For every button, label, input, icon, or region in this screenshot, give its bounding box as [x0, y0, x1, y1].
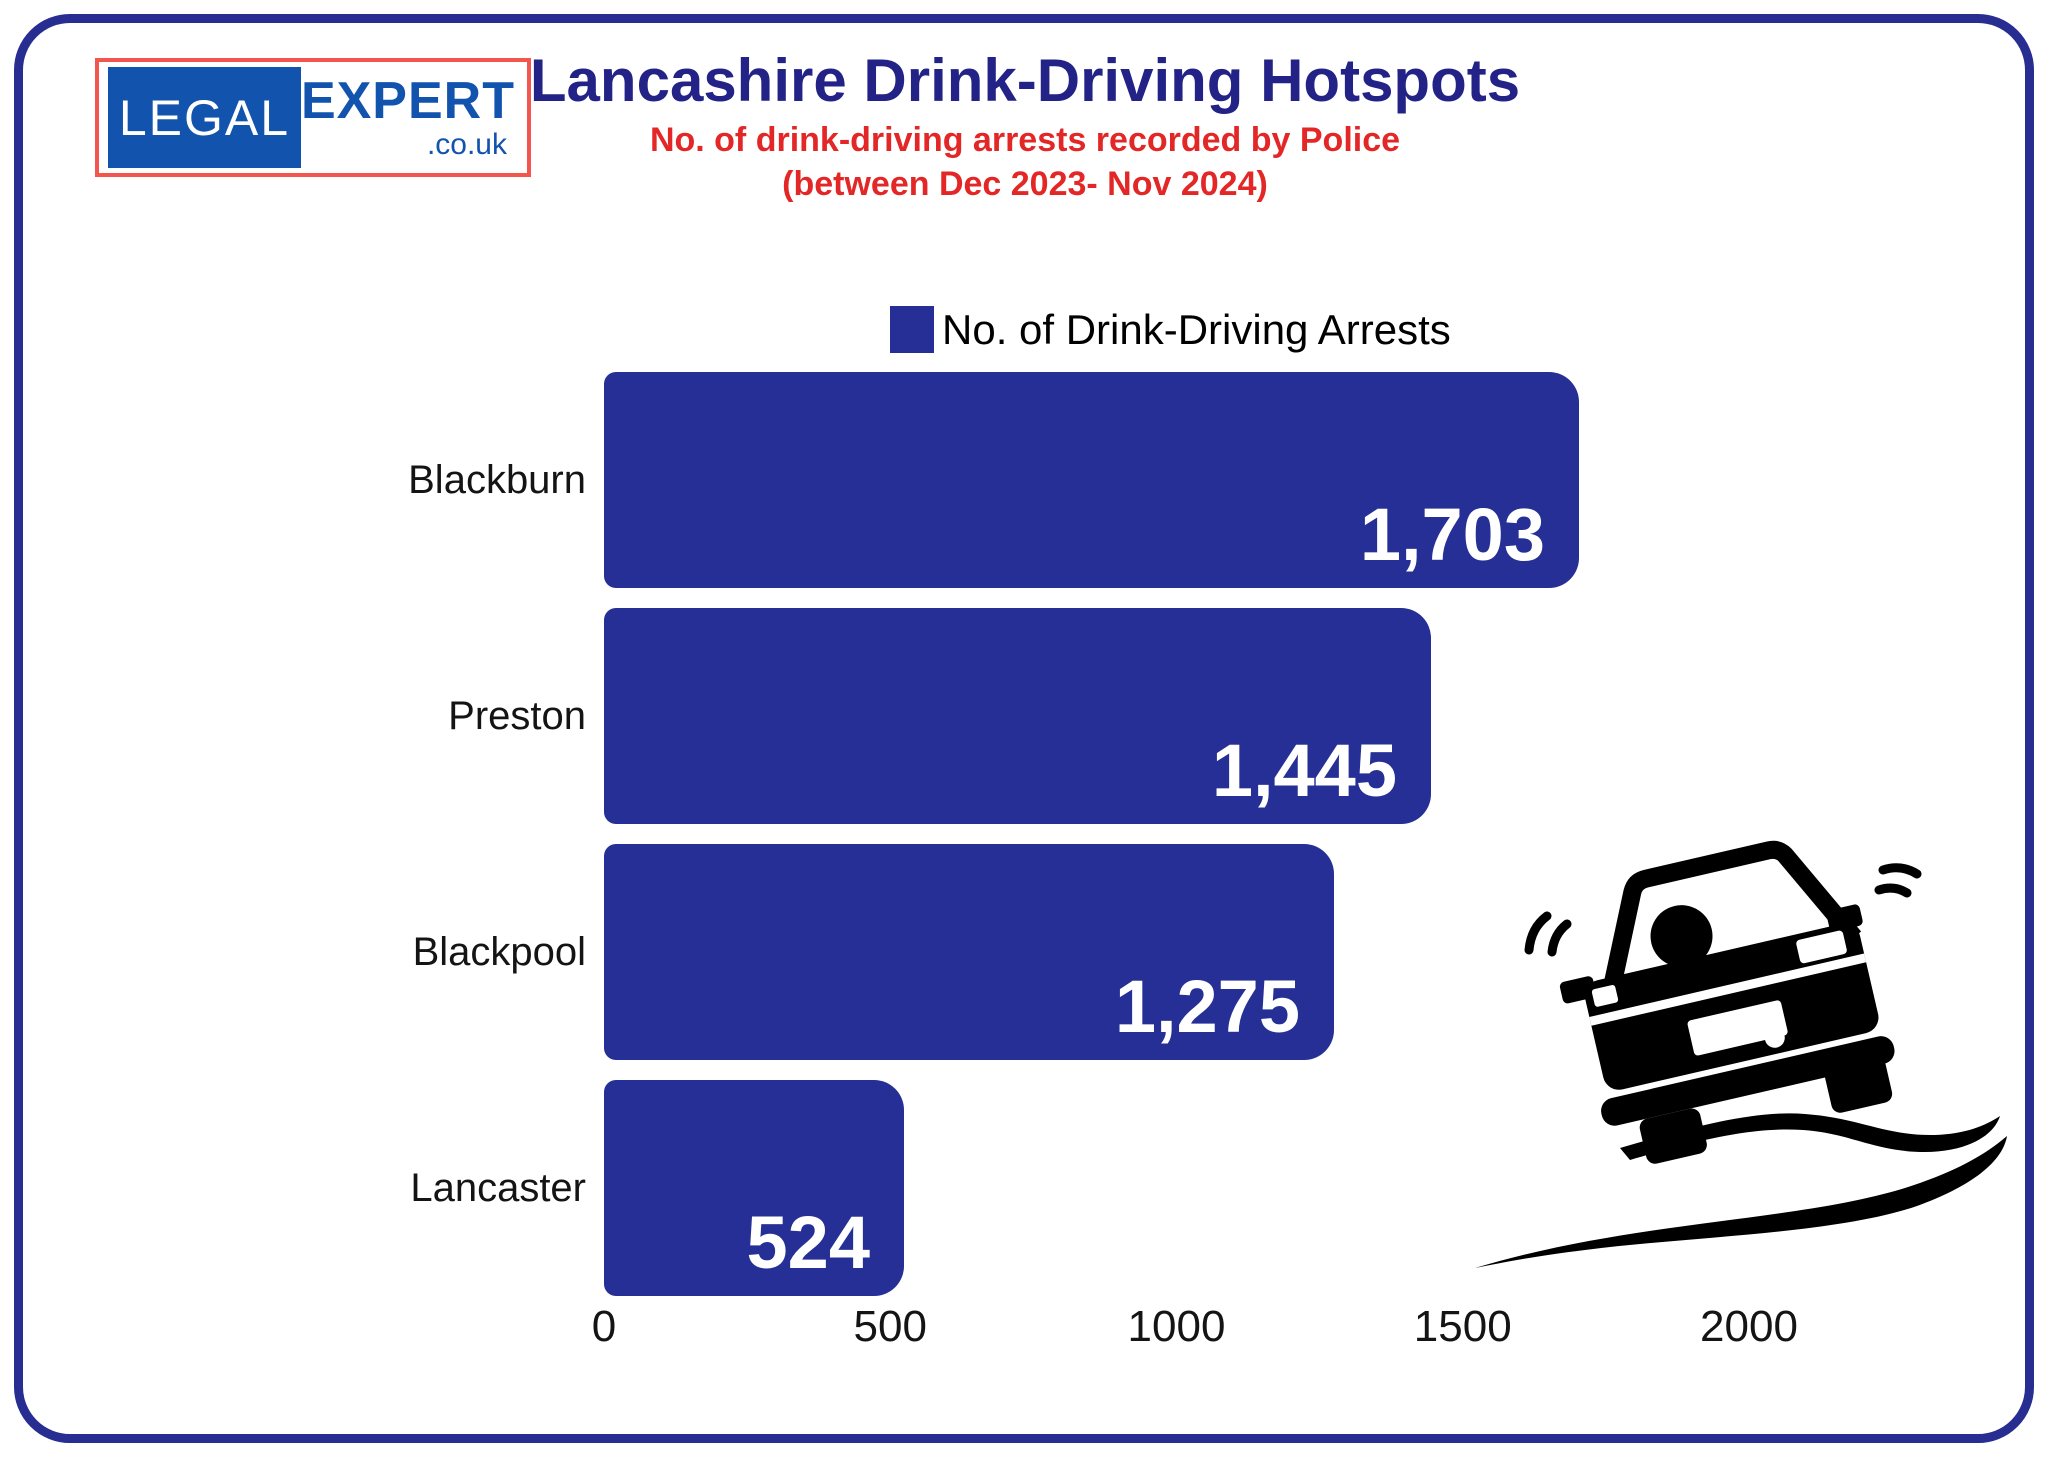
x-tick-2000: 2000	[1700, 1302, 1798, 1351]
x-tick-500: 500	[853, 1302, 927, 1351]
chart-row-blackpool: Blackpool 1,275	[0, 844, 2048, 1060]
bar-blackpool: 1,275	[604, 844, 1334, 1060]
value-label-lancaster: 524	[746, 1201, 870, 1284]
subtitle-line-2: (between Dec 2023- Nov 2024)	[782, 165, 1268, 203]
bar-chart: Blackburn 1,703 Preston 1,445 Blackpool 1,275…	[0, 372, 2048, 1317]
value-label-preston: 1,445	[1211, 729, 1397, 812]
bar-lancaster: 524	[604, 1080, 904, 1296]
legal-expert-logo: LEGAL EXPERT .co.uk	[95, 58, 531, 177]
chart-row-preston: Preston 1,445	[0, 608, 2048, 824]
legend-label: No. of Drink-Driving Arrests	[942, 306, 1451, 353]
logo-right-block: EXPERT .co.uk	[301, 75, 527, 160]
page-title: Lancashire Drink-Driving Hotspots	[529, 47, 1521, 114]
logo-legal-text: LEGAL	[118, 89, 291, 146]
value-label-blackburn: 1,703	[1359, 493, 1545, 576]
x-tick-1000: 1000	[1127, 1302, 1226, 1351]
logo-couk-text: .co.uk	[426, 128, 507, 161]
chart-legend: No. of Drink-Driving Arrests	[890, 306, 1451, 353]
x-tick-0: 0	[591, 1302, 617, 1351]
category-label-lancaster: Lancaster	[410, 1165, 586, 1210]
chart-row-lancaster: Lancaster 524	[0, 1080, 2048, 1296]
legend-swatch	[890, 306, 934, 353]
category-label-blackburn: Blackburn	[408, 457, 586, 502]
logo-legal-box: LEGAL	[108, 67, 301, 168]
category-label-blackpool: Blackpool	[412, 929, 586, 974]
value-label-blackpool: 1,275	[1114, 965, 1300, 1048]
x-tick-1500: 1500	[1413, 1302, 1512, 1351]
bar-preston: 1,445	[604, 608, 1431, 824]
chart-row-blackburn: Blackburn 1,703	[0, 372, 2048, 588]
bar-blackburn: 1,703	[604, 372, 1579, 588]
category-label-preston: Preston	[448, 693, 586, 738]
skidding-car-icon	[1475, 840, 2007, 1268]
header: Lancashire Drink-Driving Hotspots No. of…	[440, 44, 1610, 206]
logo-expert-text: EXPERT	[300, 72, 515, 130]
subtitle-line-1: No. of drink-driving arrests recorded by…	[649, 121, 1401, 159]
